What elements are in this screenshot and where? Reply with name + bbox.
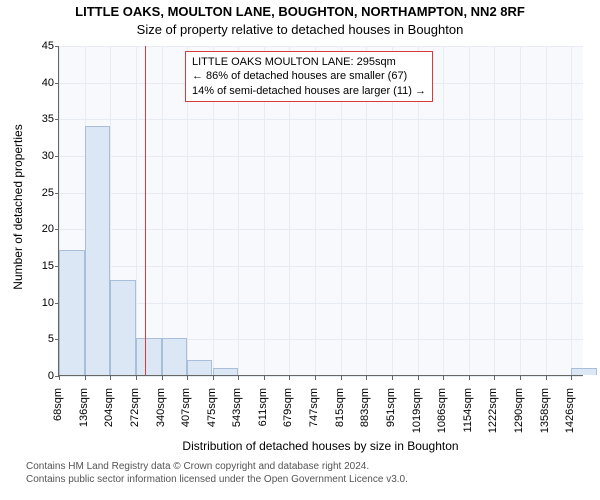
- xtick-mark: [315, 376, 316, 380]
- footer-line1: Contains HM Land Registry data © Crown c…: [26, 460, 408, 473]
- xtick-label: 1290sqm: [513, 388, 525, 443]
- histogram-bar: [187, 360, 213, 375]
- ytick-label: 15: [30, 260, 54, 272]
- gridline-h: [59, 46, 583, 47]
- histogram-bar: [162, 338, 188, 375]
- footer-line2: Contains public sector information licen…: [26, 473, 408, 486]
- xtick-label: 1426sqm: [564, 388, 576, 443]
- xtick-label: 1086sqm: [436, 388, 448, 443]
- ytick-label: 5: [30, 333, 54, 345]
- chart-title-main: LITTLE OAKS, MOULTON LANE, BOUGHTON, NOR…: [0, 4, 600, 19]
- annotation-line: LITTLE OAKS MOULTON LANE: 295sqm: [192, 55, 426, 69]
- xtick-label: 883sqm: [359, 388, 371, 443]
- gridline-v: [520, 46, 521, 375]
- xtick-mark: [418, 376, 419, 380]
- xtick-label: 1358sqm: [539, 388, 551, 443]
- ytick-label: 45: [30, 40, 54, 52]
- gridline-h: [59, 229, 583, 230]
- xtick-mark: [213, 376, 214, 380]
- xtick-mark: [162, 376, 163, 380]
- gridline-v: [136, 46, 137, 375]
- gridline-h: [59, 303, 583, 304]
- gridline-h: [59, 156, 583, 157]
- xtick-label: 407sqm: [180, 388, 192, 443]
- ytick-label: 10: [30, 297, 54, 309]
- xtick-label: 136sqm: [78, 388, 90, 443]
- histogram-bar: [85, 126, 111, 375]
- xtick-mark: [571, 376, 572, 380]
- histogram-bar: [571, 368, 597, 375]
- histogram-bar: [136, 338, 162, 375]
- xtick-label: 611sqm: [257, 388, 269, 443]
- ytick-label: 30: [30, 150, 54, 162]
- gridline-v: [494, 46, 495, 375]
- xtick-mark: [264, 376, 265, 380]
- xtick-label: 204sqm: [103, 388, 115, 443]
- plot-area: LITTLE OAKS MOULTON LANE: 295sqm← 86% of…: [58, 46, 583, 376]
- xtick-label: 543sqm: [231, 388, 243, 443]
- xtick-mark: [187, 376, 188, 380]
- xtick-label: 1019sqm: [411, 388, 423, 443]
- xtick-label: 1222sqm: [487, 388, 499, 443]
- xtick-mark: [520, 376, 521, 380]
- gridline-h: [59, 119, 583, 120]
- gridline-h: [59, 266, 583, 267]
- ytick-label: 40: [30, 77, 54, 89]
- annotation-line: 14% of semi-detached houses are larger (…: [192, 84, 426, 98]
- xtick-mark: [546, 376, 547, 380]
- chart-container: LITTLE OAKS, MOULTON LANE, BOUGHTON, NOR…: [0, 0, 600, 500]
- xtick-mark: [366, 376, 367, 380]
- annotation-line: ← 86% of detached houses are smaller (67…: [192, 69, 426, 83]
- ytick-label: 0: [30, 370, 54, 382]
- xtick-label: 475sqm: [206, 388, 218, 443]
- xtick-label: 815sqm: [334, 388, 346, 443]
- xtick-mark: [341, 376, 342, 380]
- xtick-mark: [392, 376, 393, 380]
- xtick-mark: [494, 376, 495, 380]
- chart-title-sub: Size of property relative to detached ho…: [0, 22, 600, 37]
- xtick-mark: [443, 376, 444, 380]
- gridline-v: [443, 46, 444, 375]
- gridline-v: [162, 46, 163, 375]
- xtick-mark: [85, 376, 86, 380]
- xtick-label: 1154sqm: [462, 388, 474, 443]
- gridline-v: [546, 46, 547, 375]
- footer-text: Contains HM Land Registry data © Crown c…: [26, 460, 408, 486]
- xtick-label: 272sqm: [129, 388, 141, 443]
- xtick-mark: [110, 376, 111, 380]
- ytick-label: 20: [30, 223, 54, 235]
- xtick-mark: [238, 376, 239, 380]
- histogram-bar: [213, 368, 239, 375]
- gridline-h: [59, 376, 583, 377]
- xtick-label: 679sqm: [282, 388, 294, 443]
- annotation-box: LITTLE OAKS MOULTON LANE: 295sqm← 86% of…: [185, 51, 433, 102]
- property-marker-line: [145, 46, 146, 375]
- histogram-bar: [110, 280, 136, 375]
- xtick-label: 68sqm: [52, 388, 64, 443]
- xtick-label: 951sqm: [385, 388, 397, 443]
- xtick-mark: [289, 376, 290, 380]
- xtick-mark: [59, 376, 60, 380]
- histogram-bar: [59, 250, 85, 375]
- gridline-v: [469, 46, 470, 375]
- ytick-label: 25: [30, 187, 54, 199]
- xtick-mark: [136, 376, 137, 380]
- xtick-mark: [469, 376, 470, 380]
- xtick-label: 340sqm: [155, 388, 167, 443]
- gridline-v: [571, 46, 572, 375]
- gridline-h: [59, 193, 583, 194]
- ytick-label: 35: [30, 113, 54, 125]
- y-axis-label: Number of detached properties: [11, 107, 25, 307]
- xtick-label: 747sqm: [308, 388, 320, 443]
